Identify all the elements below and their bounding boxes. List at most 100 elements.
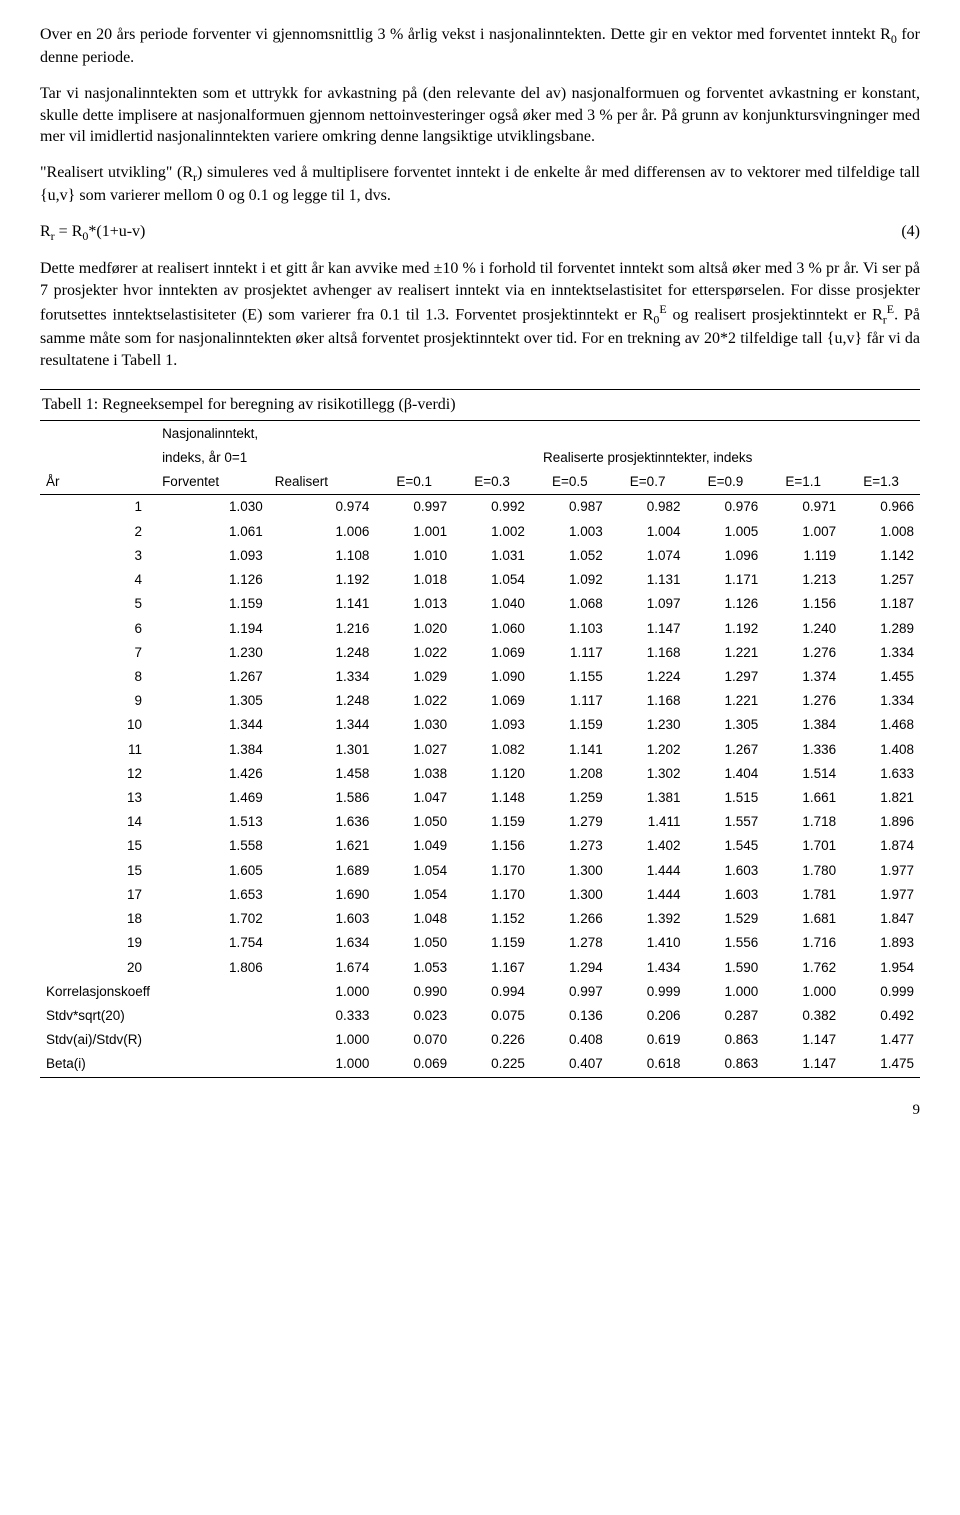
table-cell: Stdv(ai)/Stdv(R) [40, 1028, 156, 1052]
table-cell: 1.000 [269, 980, 376, 1004]
table-cell: 0.075 [453, 1004, 531, 1028]
table-cell: 1.155 [531, 665, 609, 689]
table-cell: 1.605 [156, 859, 269, 883]
table-cell: 1.305 [687, 713, 765, 737]
table-cell: 1.689 [269, 859, 376, 883]
table-cell: 1.159 [531, 713, 609, 737]
table-cell: 1.048 [375, 907, 453, 931]
table-cell: 1.013 [375, 592, 453, 616]
table-cell: 0.136 [531, 1004, 609, 1028]
table-cell: 1.008 [842, 520, 920, 544]
table-cell [156, 1028, 269, 1052]
table-cell: 1.117 [531, 641, 609, 665]
table-cell: 1.119 [764, 544, 842, 568]
table-cell: 7 [40, 641, 156, 665]
table-cell: Korrelasjonskoeff [40, 980, 156, 1004]
table-cell: 1.410 [609, 931, 687, 955]
table-cell: 1.194 [156, 617, 269, 641]
table-cell: 0.618 [609, 1052, 687, 1077]
table-cell: 1.248 [269, 641, 376, 665]
summary-row: Beta(i)1.0000.0690.2250.4070.6180.8631.1… [40, 1052, 920, 1077]
table-cell: 1.545 [687, 834, 765, 858]
table-cell: 1.300 [531, 859, 609, 883]
table-row: 201.8061.6741.0531.1671.2941.4341.5901.7… [40, 956, 920, 980]
table-cell: 2 [40, 520, 156, 544]
eq-r1: R [40, 223, 51, 240]
table-cell: 1.806 [156, 956, 269, 980]
table-cell: 1.458 [269, 762, 376, 786]
table-cell: 1.049 [375, 834, 453, 858]
table-cell: 1.054 [453, 568, 531, 592]
table-cell: 1.267 [156, 665, 269, 689]
table-cell: 1.515 [687, 786, 765, 810]
table-cell: 1.404 [687, 762, 765, 786]
table-cell: 1.344 [269, 713, 376, 737]
table-cell: 1.054 [375, 859, 453, 883]
table-cell: 1.068 [531, 592, 609, 616]
table-cell: 0.492 [842, 1004, 920, 1028]
table-cell: 1.020 [375, 617, 453, 641]
table-row: 111.3841.3011.0271.0821.1411.2021.2671.3… [40, 738, 920, 762]
table-cell: 1.302 [609, 762, 687, 786]
table-row: 191.7541.6341.0501.1591.2781.4101.5561.7… [40, 931, 920, 955]
table-cell: 1.681 [764, 907, 842, 931]
table-cell: 0.226 [453, 1028, 531, 1052]
table-cell: 1.297 [687, 665, 765, 689]
table-cell: 8 [40, 665, 156, 689]
table-cell: 1.278 [531, 931, 609, 955]
table-cell: 1.392 [609, 907, 687, 931]
paragraph-1: Over en 20 års periode forventer vi gjen… [40, 24, 920, 69]
table-cell: 1.142 [842, 544, 920, 568]
table-cell: 1.007 [764, 520, 842, 544]
table-cell [156, 980, 269, 1004]
equation-number: (4) [901, 221, 920, 244]
table-cell: 1.108 [269, 544, 376, 568]
table-cell: 13 [40, 786, 156, 810]
table-cell: 1.821 [842, 786, 920, 810]
table-cell: 1.000 [764, 980, 842, 1004]
table-cell: 1.018 [375, 568, 453, 592]
table-cell: 1.716 [764, 931, 842, 955]
column-header: E=1.3 [842, 470, 920, 495]
table-cell: 17 [40, 883, 156, 907]
table-cell: 1.208 [531, 762, 609, 786]
column-header: Realisert [269, 470, 376, 495]
table-row: 151.5581.6211.0491.1561.2731.4021.5451.7… [40, 834, 920, 858]
table-cell: 1.159 [156, 592, 269, 616]
table-cell: 1.202 [609, 738, 687, 762]
table-cell: 1.069 [453, 689, 531, 713]
table-cell: 0.976 [687, 495, 765, 520]
table-cell: 1.001 [375, 520, 453, 544]
table-cell: 1.159 [453, 810, 531, 834]
table-cell: 1.384 [156, 738, 269, 762]
table-cell: 1.273 [531, 834, 609, 858]
column-header: Forventet [156, 470, 269, 495]
table-cell: 1.120 [453, 762, 531, 786]
column-header: E=0.7 [609, 470, 687, 495]
table-cell: 1.060 [453, 617, 531, 641]
table-title: Tabell 1: Regneeksempel for beregning av… [40, 389, 920, 421]
table-cell: 1.762 [764, 956, 842, 980]
table-header-group-row2: indeks, år 0=1 Realiserte prosjektinntek… [40, 446, 920, 470]
table-cell: 0.382 [764, 1004, 842, 1028]
equation-lhs: Rr = R0*(1+u-v) [40, 221, 145, 244]
table-cell: 0.997 [375, 495, 453, 520]
table-cell: 1.005 [687, 520, 765, 544]
table-row: 21.0611.0061.0011.0021.0031.0041.0051.00… [40, 520, 920, 544]
table-row: 131.4691.5861.0471.1481.2591.3811.5151.6… [40, 786, 920, 810]
table-cell: 14 [40, 810, 156, 834]
table-cell: 1.141 [269, 592, 376, 616]
table-cell: 1.156 [764, 592, 842, 616]
table-cell: 1.411 [609, 810, 687, 834]
table-cell: 1.004 [609, 520, 687, 544]
table-cell: 10 [40, 713, 156, 737]
table-cell: 0.990 [375, 980, 453, 1004]
table-cell: 1.374 [764, 665, 842, 689]
table-cell: 1.000 [687, 980, 765, 1004]
table-cell: 1.276 [764, 641, 842, 665]
table-cell: 1.147 [609, 617, 687, 641]
table-cell: 1.674 [269, 956, 376, 980]
column-header: E=0.9 [687, 470, 765, 495]
table-cell: 1.156 [453, 834, 531, 858]
table-cell: 1.052 [531, 544, 609, 568]
